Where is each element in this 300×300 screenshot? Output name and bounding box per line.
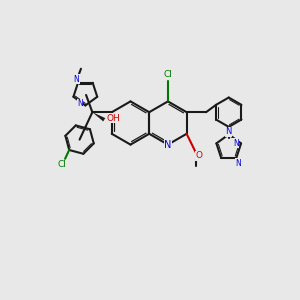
Text: N: N [164,140,172,150]
Text: OH: OH [106,114,120,123]
Text: N: N [233,139,239,148]
Text: N: N [74,75,79,84]
Polygon shape [92,112,105,122]
Text: N: N [235,159,241,168]
Text: Cl: Cl [58,160,67,169]
Text: N: N [226,127,232,136]
Text: Cl: Cl [164,70,172,79]
Text: N: N [77,99,83,108]
Text: O: O [195,151,202,160]
